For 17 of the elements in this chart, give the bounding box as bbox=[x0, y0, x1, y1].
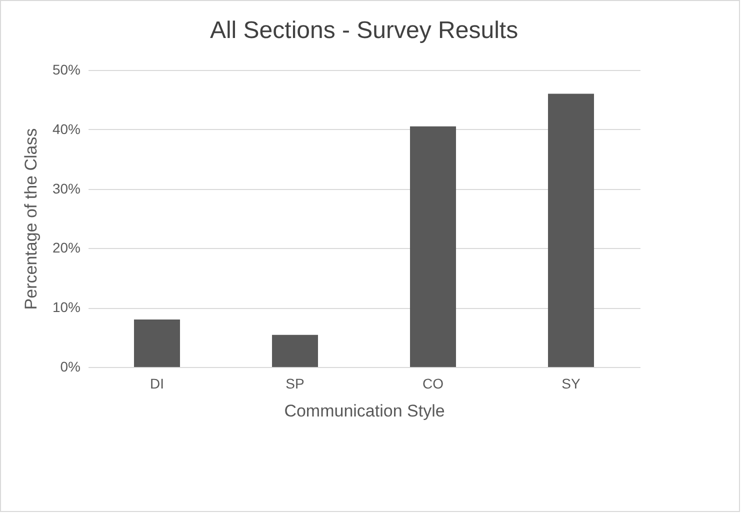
x-tick-label: SP bbox=[286, 376, 304, 392]
bar bbox=[272, 334, 318, 367]
y-tick-label: 0% bbox=[60, 358, 80, 374]
y-tick-label: 10% bbox=[52, 299, 80, 316]
bar bbox=[410, 126, 456, 367]
y-axis-title: Percentage of the Class bbox=[21, 128, 40, 310]
x-tick-label: SY bbox=[562, 376, 581, 392]
y-tick-label: 20% bbox=[52, 240, 80, 256]
y-tick-label: 30% bbox=[52, 180, 80, 196]
x-tick-label: CO bbox=[422, 376, 444, 392]
y-tick-label: 40% bbox=[52, 120, 80, 137]
y-tick-label: 50% bbox=[52, 62, 80, 78]
x-tick-label: DI bbox=[150, 376, 164, 392]
bar bbox=[548, 94, 594, 367]
bar bbox=[134, 319, 180, 367]
chart-title: All Sections - Survey Results bbox=[210, 17, 518, 44]
x-axis-title: Communication Style bbox=[284, 402, 445, 420]
